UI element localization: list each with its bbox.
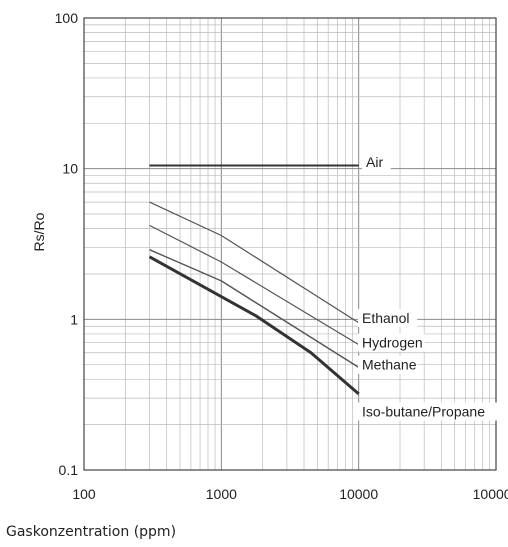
series-line [149,224,360,346]
series-label-bg [358,355,418,374]
series-line [149,249,360,368]
series-label-bg [358,333,425,352]
x-axis-label: Gaskonzentration (ppm) [6,524,177,540]
y-tick-label: 1 [70,311,78,327]
y-tick-label: 0.1 [59,462,79,478]
series-label-bg [358,309,418,328]
plot-frame [83,17,497,471]
y-tick-label: 100 [55,10,79,26]
x-tick-label: 1000 [206,486,237,502]
series-label: Methane [362,357,417,373]
series-label: Hydrogen [362,335,423,351]
x-tick-label: 10000 [339,486,378,502]
series-label: Iso-butane/Propane [362,403,485,419]
series-label-bg [362,153,391,172]
series-label: Air [366,154,383,170]
series-line [149,201,360,324]
y-axis-label: Rs/Ro [31,212,47,251]
series-label-bg [358,402,501,421]
x-tick-label: 100 [72,486,96,502]
y-tick-label: 10 [62,161,78,177]
series-label: Ethanol [362,310,409,326]
series-line [148,255,360,396]
